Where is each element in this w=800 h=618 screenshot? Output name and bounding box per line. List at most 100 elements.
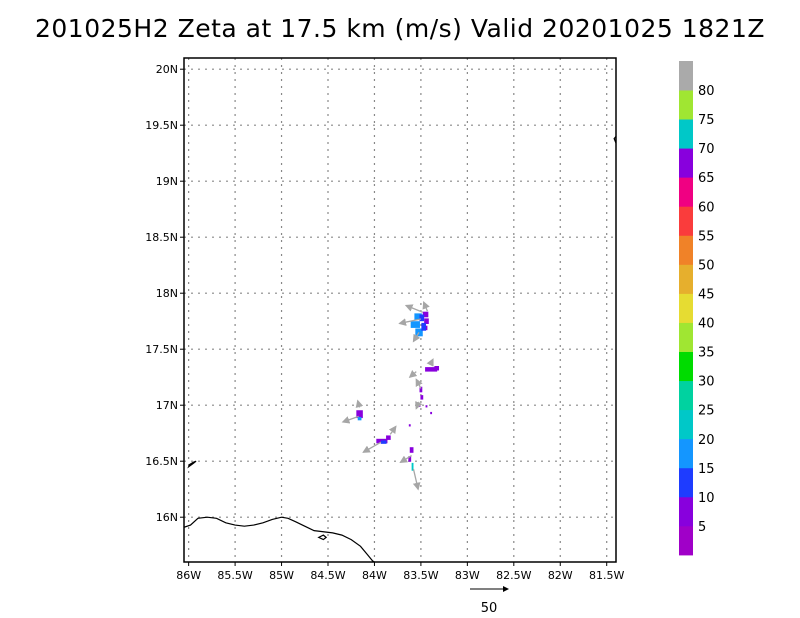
colorbar-swatch <box>679 409 693 440</box>
lat-tick-label: 16.5N <box>145 455 178 468</box>
wind-speed-cell <box>386 435 391 440</box>
colorbar-label: 60 <box>698 200 715 215</box>
colorbar-label: 10 <box>698 491 715 506</box>
lat-tick-label: 19N <box>156 175 178 188</box>
colorbar-swatch <box>679 467 693 498</box>
wind-speed-field <box>356 311 440 471</box>
colorbar-label: 45 <box>698 287 715 302</box>
colorbar-label: 70 <box>698 142 715 157</box>
colorbar-swatch <box>679 119 693 149</box>
wind-speed-cell <box>419 386 423 393</box>
colorbar-swatch <box>679 90 693 120</box>
colorbar-label: 80 <box>698 84 715 99</box>
reference-vector: 50 <box>470 586 509 616</box>
colorbar-label: 35 <box>698 346 715 361</box>
wind-speed-cell <box>434 366 440 371</box>
colorbar-label: 75 <box>698 113 715 128</box>
lon-tick-label: 82W <box>548 569 573 582</box>
wind-speed-cell <box>425 405 428 408</box>
wind-speed-cell <box>430 411 433 415</box>
lon-tick-label: 81.5W <box>589 569 624 582</box>
lon-tick-label: 84W <box>362 569 387 582</box>
island-outline <box>613 135 616 144</box>
colorbar-swatch <box>679 496 693 527</box>
wind-speed-cell <box>424 318 429 324</box>
wind-speed-cell <box>414 313 422 321</box>
reference-vector-label: 50 <box>481 601 498 616</box>
wind-speed-cell <box>411 462 414 471</box>
colorbar-swatch <box>679 148 693 178</box>
wind-vector <box>388 425 397 435</box>
axis-ticks: 86W 85.5W 85W 84.5W 84W 83.5W 83W 82.5W 82W 81.5W… <box>145 63 624 582</box>
colorbar-swatch <box>679 264 693 294</box>
coastline-line <box>184 516 375 562</box>
colorbar-swatch <box>679 61 693 91</box>
island-outline <box>187 460 197 469</box>
lon-tick-label: 86W <box>176 569 201 582</box>
colorbar-label: 40 <box>698 317 715 332</box>
map-frame <box>183 57 617 563</box>
chart-title: 201025H2 Zeta at 17.5 km (m/s) Valid 202… <box>34 14 765 43</box>
colorbar-swatch <box>679 206 693 236</box>
colorbar-swatch <box>679 322 693 352</box>
wind-vector <box>412 332 421 343</box>
island-outline <box>317 534 328 541</box>
colorbar-swatch <box>679 525 693 556</box>
lon-tick-label: 85.5W <box>217 569 252 582</box>
wind-speed-cell <box>419 314 425 322</box>
wind-speed-cell <box>409 447 414 453</box>
colorbar-label: 30 <box>698 375 715 390</box>
lat-tick-label: 16N <box>156 511 178 524</box>
wind-vector <box>415 401 423 410</box>
map-grid <box>184 58 616 562</box>
lat-tick-label: 19.5N <box>145 119 178 132</box>
wind-vector <box>341 415 359 424</box>
wind-vector <box>422 300 430 312</box>
colorbar-swatch <box>679 438 693 469</box>
colorbar-label: 55 <box>698 229 715 244</box>
wind-vector <box>412 468 421 491</box>
colorbar-label: 5 <box>698 520 706 535</box>
wind-speed-cell <box>356 410 363 419</box>
wind-speed-cell <box>408 456 412 462</box>
wind-vector <box>408 370 418 379</box>
colorbar-swatch <box>679 235 693 265</box>
lat-tick-label: 17.5N <box>145 343 178 356</box>
wind-speed-cell <box>408 424 411 427</box>
colorbar-swatch <box>679 351 693 382</box>
wind-vector <box>355 399 364 409</box>
wind-vector <box>398 318 422 326</box>
wind-speed-cell <box>420 395 424 400</box>
lon-tick-label: 83.5W <box>403 569 438 582</box>
wind-vector <box>404 304 424 313</box>
wind-speed-cell <box>425 367 438 372</box>
coastline <box>184 135 616 562</box>
wind-speed-cell <box>410 321 420 328</box>
colorbar-label: 20 <box>698 433 715 448</box>
colorbar-label: 15 <box>698 462 715 477</box>
wind-vector <box>399 455 412 463</box>
lat-tick-label: 20N <box>156 63 178 76</box>
lon-tick-label: 83W <box>455 569 480 582</box>
lat-tick-label: 17N <box>156 399 178 412</box>
lon-tick-label: 82.5W <box>496 569 531 582</box>
wind-vector <box>362 441 382 453</box>
colorbar-label: 50 <box>698 258 715 273</box>
wind-vectors <box>341 300 434 491</box>
wind-vector <box>415 378 423 389</box>
lat-tick-label: 18.5N <box>145 231 178 244</box>
colorbar-swatch <box>679 293 693 323</box>
colorbar-label: 25 <box>698 404 715 419</box>
lon-tick-label: 84.5W <box>310 569 345 582</box>
wind-speed-cell <box>421 322 427 331</box>
wind-speed-cell <box>357 416 362 421</box>
colorbar-swatch <box>679 177 693 207</box>
wind-speed-cell <box>380 440 387 444</box>
wind-speed-cell <box>422 311 429 318</box>
lon-tick-label: 85W <box>269 569 294 582</box>
colorbar: 5 10 15 20 25 30 35 40 45 50 55 60 65 70 75 80 <box>679 61 715 556</box>
wind-vector <box>426 358 434 367</box>
colorbar-label: 65 <box>698 171 715 186</box>
colorbar-swatch <box>679 380 693 411</box>
